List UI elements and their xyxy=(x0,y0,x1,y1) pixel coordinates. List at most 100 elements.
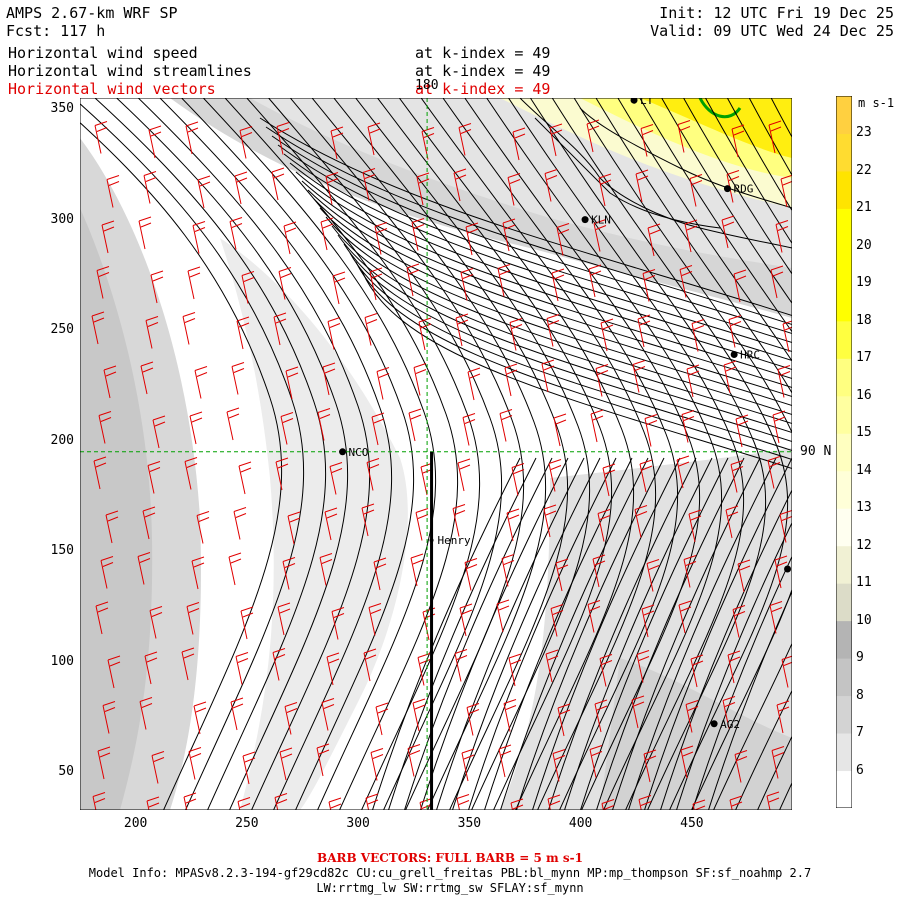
wind-barb xyxy=(769,601,783,634)
wind-barb xyxy=(496,599,510,633)
wind-barb xyxy=(597,509,611,542)
wind-barb xyxy=(592,554,606,588)
wind-barb xyxy=(143,171,157,204)
wind-barb xyxy=(499,409,513,442)
colorbar-cell xyxy=(836,545,852,584)
wind-barb xyxy=(193,701,207,735)
wind-barb xyxy=(467,367,481,401)
wind-barb xyxy=(271,167,285,201)
wind-barb xyxy=(723,360,737,394)
colorbar-cell xyxy=(836,695,852,734)
wind-barb xyxy=(102,701,116,734)
wind-barbs xyxy=(91,119,792,810)
wind-barb xyxy=(240,606,254,640)
streamline xyxy=(500,457,649,810)
streamline xyxy=(319,207,792,407)
wind-barb xyxy=(456,794,470,810)
wind-barb xyxy=(455,313,469,347)
wind-barb xyxy=(97,746,111,780)
wind-barb xyxy=(684,219,698,253)
station-marker xyxy=(630,98,638,104)
wind-barb xyxy=(234,171,248,205)
wind-barb xyxy=(95,601,109,635)
wind-barb xyxy=(192,221,206,254)
y-tick-label: 200 xyxy=(50,432,74,448)
wind-barb xyxy=(101,220,115,254)
wind-barb xyxy=(465,222,479,256)
streamline xyxy=(349,252,792,452)
wind-barb xyxy=(373,557,387,591)
streamline xyxy=(468,457,617,810)
wind-barb xyxy=(235,652,249,685)
colorbar-label: 17 xyxy=(856,350,872,366)
wind-barb xyxy=(647,223,661,257)
wind-barb xyxy=(688,509,702,543)
streamline xyxy=(307,189,792,389)
streamline xyxy=(295,171,792,371)
streamline xyxy=(265,126,792,326)
wind-barb xyxy=(328,797,342,810)
field-label-vectors: Horizontal wind vectors xyxy=(8,80,216,98)
streamline xyxy=(80,103,305,810)
wind-barb xyxy=(507,173,521,206)
wind-barb xyxy=(730,460,744,493)
colorbar-label: 10 xyxy=(856,612,872,628)
wind-barb xyxy=(541,359,555,393)
wind-barb xyxy=(643,749,657,783)
wind-barb xyxy=(546,314,560,347)
wind-barb xyxy=(283,221,297,255)
wind-barb xyxy=(416,172,430,206)
station-marker xyxy=(581,216,589,224)
valid-time: Valid: 09 UTC Wed 24 Dec 25 xyxy=(650,22,894,40)
streamline xyxy=(289,162,792,362)
wind-barb xyxy=(644,414,658,447)
colorbar-label: 19 xyxy=(856,275,872,291)
streamline xyxy=(708,590,792,810)
colorbar-cell xyxy=(836,170,852,209)
wind-barb xyxy=(196,511,210,544)
wind-barb xyxy=(631,695,645,729)
wind-barb xyxy=(361,503,375,537)
streamline xyxy=(331,225,792,425)
wind-barb xyxy=(322,362,336,396)
wind-barb xyxy=(543,504,557,538)
colorbar-cell xyxy=(836,583,852,622)
x-tick-label: 200 xyxy=(123,816,148,831)
wind-barb xyxy=(775,220,789,253)
streamline xyxy=(573,98,792,810)
streamline xyxy=(159,98,393,810)
wind-barb xyxy=(599,654,613,687)
wind-barb xyxy=(184,457,198,490)
station-label: AG2 xyxy=(720,718,740,731)
wind-barb xyxy=(460,268,474,301)
wind-barb xyxy=(418,317,432,351)
station-label: KLN xyxy=(591,214,611,227)
wind-barb xyxy=(274,793,288,810)
y-tick-label: 350 xyxy=(50,101,74,117)
streamline xyxy=(436,457,585,810)
wind-barb xyxy=(547,794,561,810)
wind-barb xyxy=(557,703,571,737)
wind-barb xyxy=(691,319,705,352)
streamline xyxy=(376,98,613,810)
wind-barb xyxy=(329,462,343,495)
wind-barb xyxy=(417,653,431,686)
wind-barb xyxy=(595,364,609,397)
wind-barb xyxy=(194,366,208,399)
wind-barb xyxy=(461,748,475,782)
wind-barb xyxy=(497,264,511,297)
wind-barb xyxy=(642,269,656,302)
streamline xyxy=(115,98,349,810)
x-tick-label: 450 xyxy=(680,816,704,831)
wind-barb xyxy=(768,120,782,154)
streamline xyxy=(388,457,537,810)
wind-barb xyxy=(233,507,247,540)
wind-barb xyxy=(735,414,749,448)
streamline xyxy=(692,555,792,810)
station-marker xyxy=(710,720,718,728)
wind-barb xyxy=(781,655,792,688)
wind-barb xyxy=(685,700,699,733)
wind-barb xyxy=(766,791,780,810)
wind-barb xyxy=(241,271,255,304)
wind-speed-shading xyxy=(80,98,792,810)
